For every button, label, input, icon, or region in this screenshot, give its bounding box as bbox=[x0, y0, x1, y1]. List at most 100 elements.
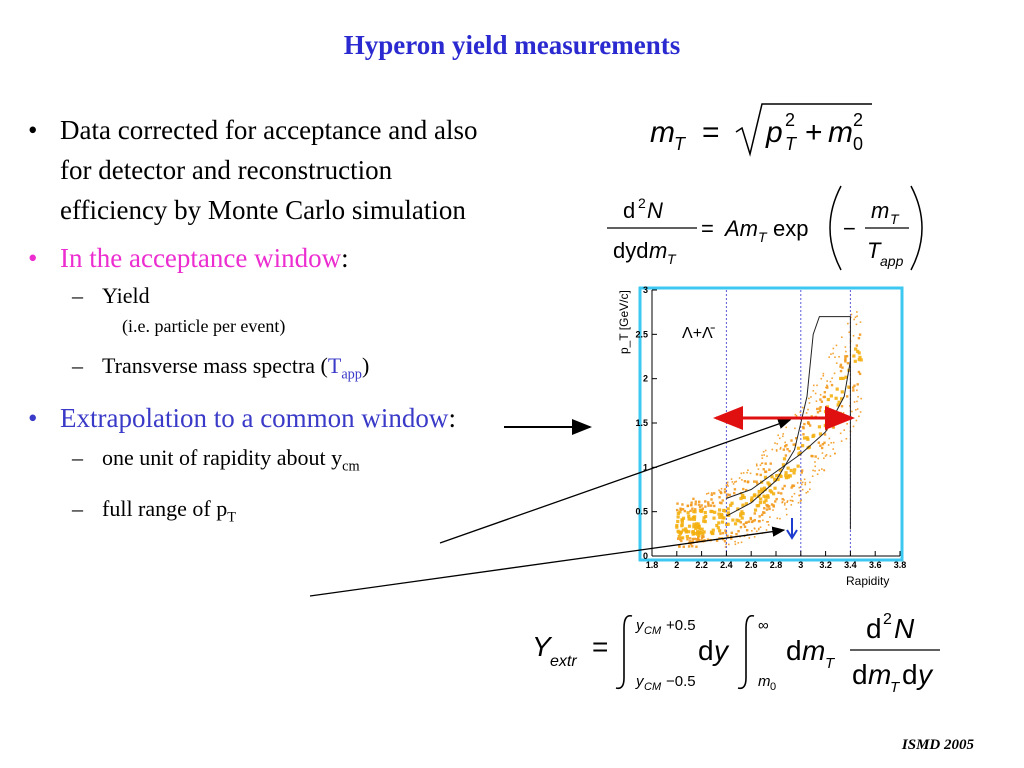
scatter-point bbox=[823, 441, 826, 444]
scatter-point bbox=[839, 369, 843, 373]
scatter-point bbox=[772, 509, 774, 511]
scatter-point bbox=[715, 539, 719, 542]
scatter-point bbox=[832, 347, 835, 350]
scatter-point bbox=[804, 481, 807, 484]
scatter-point bbox=[784, 502, 786, 504]
scatter-point bbox=[783, 499, 785, 501]
scatter-point bbox=[798, 494, 801, 497]
scatter-point bbox=[792, 484, 796, 487]
scatter-point bbox=[734, 540, 736, 543]
scatter-point bbox=[782, 433, 785, 435]
scatter-point bbox=[822, 372, 825, 375]
scatter-point bbox=[859, 411, 862, 413]
bullet-data-corrected: • Data corrected for acceptance and also… bbox=[20, 110, 490, 230]
scatter-point bbox=[858, 372, 862, 376]
scatter-point bbox=[812, 384, 815, 387]
scatter-point bbox=[697, 503, 701, 506]
scatter-point bbox=[718, 537, 721, 540]
scatter-point bbox=[805, 491, 808, 494]
scatter-point bbox=[737, 542, 740, 544]
plot-frame bbox=[638, 286, 904, 562]
svg-text:m: m bbox=[649, 238, 667, 263]
scatter-point bbox=[758, 515, 761, 518]
scatter-point bbox=[803, 478, 806, 481]
scatter-points bbox=[675, 311, 863, 549]
scatter-point bbox=[769, 516, 771, 518]
scatter-point bbox=[816, 384, 818, 387]
x-tick-label: 3.8 bbox=[894, 560, 907, 570]
x-tick-label: 2 bbox=[674, 560, 679, 570]
svg-text:y: y bbox=[712, 635, 730, 666]
scatter-point bbox=[749, 517, 753, 521]
scatter-point bbox=[857, 370, 861, 374]
scatter-point bbox=[755, 480, 758, 483]
svg-text:2: 2 bbox=[785, 110, 795, 130]
scatter-point bbox=[801, 488, 804, 491]
scatter-point bbox=[805, 412, 808, 414]
slide-title: Hyperon yield measurements bbox=[343, 30, 681, 60]
scatter-point bbox=[798, 486, 801, 489]
scatter-point bbox=[731, 518, 735, 522]
scatter-point bbox=[753, 536, 756, 538]
scatter-point bbox=[762, 500, 766, 504]
x-tick-label: 1.8 bbox=[646, 560, 659, 570]
scatter-point bbox=[759, 497, 763, 501]
scatter-point bbox=[696, 537, 700, 540]
scatter-point bbox=[858, 415, 860, 418]
scatter-point bbox=[853, 401, 856, 403]
scatter-point bbox=[825, 405, 829, 409]
svg-text:m: m bbox=[828, 116, 853, 149]
scatter-point bbox=[771, 448, 774, 451]
scatter-point bbox=[726, 507, 730, 511]
dash: – bbox=[72, 353, 83, 378]
scatter-point bbox=[783, 504, 786, 506]
y-tick-label: 2.5 bbox=[635, 329, 648, 339]
scatter-point bbox=[840, 336, 843, 339]
scatter-point bbox=[766, 505, 769, 508]
scatter-point bbox=[834, 396, 838, 400]
scatter-point bbox=[695, 545, 698, 548]
scatter-point bbox=[800, 471, 803, 474]
scatter-point bbox=[790, 504, 793, 506]
scatter-point bbox=[784, 454, 788, 457]
scatter-point bbox=[692, 509, 696, 514]
scatter-point bbox=[796, 482, 799, 484]
svg-text:2: 2 bbox=[883, 611, 892, 628]
scatter-point bbox=[839, 397, 844, 401]
scatter-point bbox=[814, 465, 817, 468]
scatter-point bbox=[819, 394, 822, 396]
scatter-point bbox=[790, 439, 793, 442]
mt-equation: m T = p 2 T + m 2 0 bbox=[650, 103, 872, 157]
scatter-point bbox=[730, 531, 733, 535]
scatter-point bbox=[839, 363, 843, 367]
scatter-point bbox=[821, 468, 823, 470]
scatter-point bbox=[776, 442, 779, 445]
svg-text:2: 2 bbox=[853, 110, 863, 130]
scatter-point bbox=[852, 334, 855, 337]
scatter-point bbox=[719, 532, 722, 535]
svg-text:∞: ∞ bbox=[758, 617, 769, 634]
scatter-point bbox=[687, 545, 691, 548]
scatter-point bbox=[823, 391, 827, 394]
scatter-point bbox=[784, 471, 788, 475]
scatter-point bbox=[845, 395, 849, 398]
scatter-point bbox=[762, 468, 765, 471]
scatter-point bbox=[830, 353, 832, 355]
scatter-point bbox=[726, 522, 730, 526]
scatter-point bbox=[719, 512, 724, 517]
scatter-point bbox=[807, 408, 809, 411]
scatter-point bbox=[812, 390, 815, 392]
scatter-point bbox=[830, 383, 834, 387]
scatter-point bbox=[760, 513, 764, 517]
scatter-point bbox=[849, 404, 851, 407]
scatter-point bbox=[826, 386, 829, 389]
svg-text:=: = bbox=[702, 116, 720, 149]
scatter-point bbox=[769, 462, 772, 465]
scatter-point bbox=[773, 486, 777, 490]
scatter-point bbox=[681, 516, 686, 520]
scatter-point bbox=[795, 414, 798, 417]
y-tick-label: 3 bbox=[643, 285, 648, 295]
svg-text:d: d bbox=[902, 659, 918, 690]
sub-bullet-yield: – Yield bbox=[20, 280, 490, 312]
svg-text:y: y bbox=[635, 617, 645, 634]
